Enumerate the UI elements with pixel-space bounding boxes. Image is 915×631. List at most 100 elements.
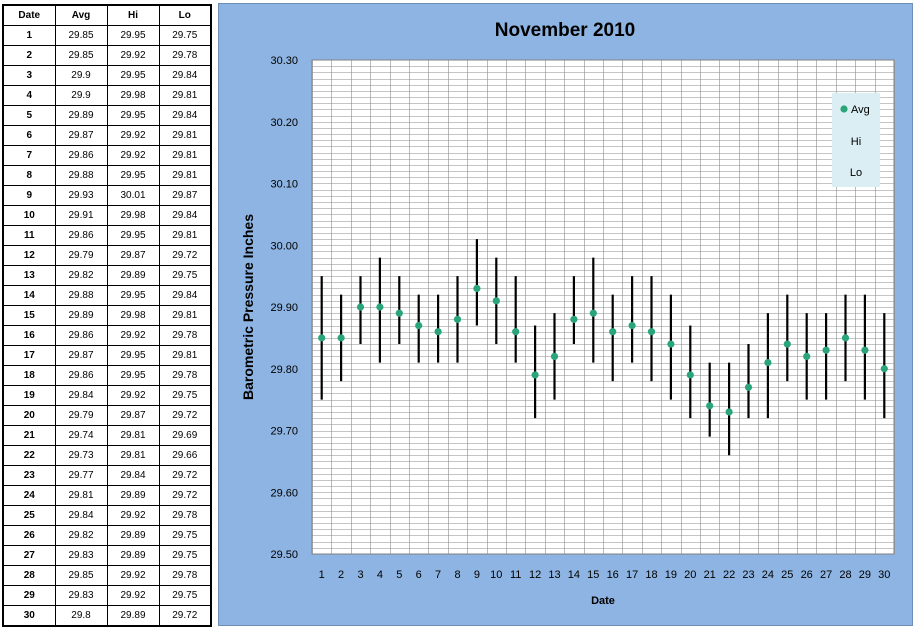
cell-date: 10 [2,205,56,226]
table-row: 27 29.83 29.89 29.75 [2,545,212,566]
table-row: 26 29.82 29.89 29.75 [2,525,212,546]
cell-lo: 29.81 [158,165,212,186]
avg-point [822,346,830,354]
cell-avg: 29.83 [54,585,108,606]
cell-lo: 29.75 [158,585,212,606]
x-tick-label: 12 [529,569,541,581]
cell-date: 3 [2,65,56,86]
cell-date: 23 [2,465,56,486]
x-tick-label: 25 [781,569,793,581]
cell-date: 11 [2,225,56,246]
cell-date: 29 [2,585,56,606]
cell-hi: 29.89 [106,265,160,286]
table-row: 21 29.74 29.81 29.69 [2,425,212,446]
chart-panel: 29.50 29.60 29.70 29.80 29.90 30.00 30.10 30.20… [218,3,913,626]
table-row: 16 29.86 29.92 29.78 [2,325,212,346]
data-table: Date Avg Hi Lo 1 29.85 29.95 29.75 2 29.85 29.… [2,4,212,627]
table-row: 6 29.87 29.92 29.81 [2,125,212,146]
cell-hi: 29.92 [106,145,160,166]
cell-lo: 29.72 [158,465,212,486]
cell-hi: 29.81 [106,425,160,446]
cell-avg: 29.87 [54,125,108,146]
avg-point [589,309,597,317]
cell-avg: 29.86 [54,145,108,166]
table-row: 10 29.91 29.98 29.84 [2,205,212,226]
cell-lo: 29.87 [158,185,212,206]
cell-avg: 29.9 [54,85,108,106]
cell-avg: 29.86 [54,325,108,346]
table-row: 22 29.73 29.81 29.66 [2,445,212,466]
legend-label-avg: Avg [851,104,870,116]
cell-lo: 29.84 [158,285,212,306]
cell-date: 25 [2,505,56,526]
cell-lo: 29.69 [158,425,212,446]
header-lo: Lo [158,4,212,26]
table-row: 3 29.9 29.95 29.84 [2,65,212,86]
cell-avg: 29.86 [54,365,108,386]
table-row: 5 29.89 29.95 29.84 [2,105,212,126]
cell-hi: 29.95 [106,105,160,126]
cell-avg: 29.81 [54,485,108,506]
avg-point [395,309,403,317]
cell-lo: 29.72 [158,245,212,266]
cell-hi: 29.92 [106,45,160,66]
x-tick-label: 14 [568,569,580,581]
cell-hi: 29.95 [106,165,160,186]
cell-date: 9 [2,185,56,206]
table-row: 17 29.87 29.95 29.81 [2,345,212,366]
x-tick-label: 21 [704,569,716,581]
table-row: 1 29.85 29.95 29.75 [2,25,212,46]
cell-lo: 29.75 [158,265,212,286]
table-row: 19 29.84 29.92 29.75 [2,385,212,406]
cell-lo: 29.78 [158,365,212,386]
cell-date: 8 [2,165,56,186]
cell-date: 22 [2,445,56,466]
cell-avg: 29.88 [54,165,108,186]
x-tick-label: 22 [723,569,735,581]
table-row: 30 29.8 29.89 29.72 [2,605,212,627]
cell-hi: 29.92 [106,325,160,346]
x-tick-label: 24 [762,569,774,581]
avg-point [453,315,462,323]
avg-point [531,371,539,379]
chart-title: November 2010 [495,20,635,41]
cell-lo: 29.84 [158,65,212,86]
y-tick-label: 30.30 [270,55,298,67]
avg-point [356,303,365,311]
cell-lo: 29.81 [158,145,212,166]
table-row: 12 29.79 29.87 29.72 [2,245,212,266]
cell-avg: 29.87 [54,345,108,366]
cell-date: 30 [2,605,56,627]
y-tick-label: 29.60 [270,487,298,499]
cell-avg: 29.89 [54,305,108,326]
cell-hi: 29.95 [106,345,160,366]
cell-hi: 29.95 [106,285,160,306]
cell-lo: 29.81 [158,305,212,326]
table-row: 25 29.84 29.92 29.78 [2,505,212,526]
cell-lo: 29.84 [158,205,212,226]
cell-lo: 29.81 [158,225,212,246]
table-row: 14 29.88 29.95 29.84 [2,285,212,306]
table-row: 7 29.86 29.92 29.81 [2,145,212,166]
avg-point [667,340,675,348]
y-axis-title: Barometric Pressure Inches [240,214,256,400]
cell-lo: 29.84 [158,105,212,126]
table-header-row: Date Avg Hi Lo [2,4,212,26]
cell-hi: 29.95 [106,25,160,46]
cell-hi: 29.98 [106,205,160,226]
cell-hi: 29.92 [106,585,160,606]
cell-date: 2 [2,45,56,66]
y-tick-label: 29.70 [270,426,298,438]
table-row: 2 29.85 29.92 29.78 [2,45,212,66]
cell-date: 4 [2,85,56,106]
x-tick-label: 2 [338,569,344,581]
cell-hi: 30.01 [106,185,160,206]
legend-avg-marker [840,105,848,113]
avg-point [376,303,384,311]
cell-avg: 29.85 [54,45,108,66]
cell-lo: 29.72 [158,405,212,426]
avg-point [628,321,636,330]
cell-date: 13 [2,265,56,286]
cell-date: 17 [2,345,56,366]
cell-avg: 29.88 [54,285,108,306]
